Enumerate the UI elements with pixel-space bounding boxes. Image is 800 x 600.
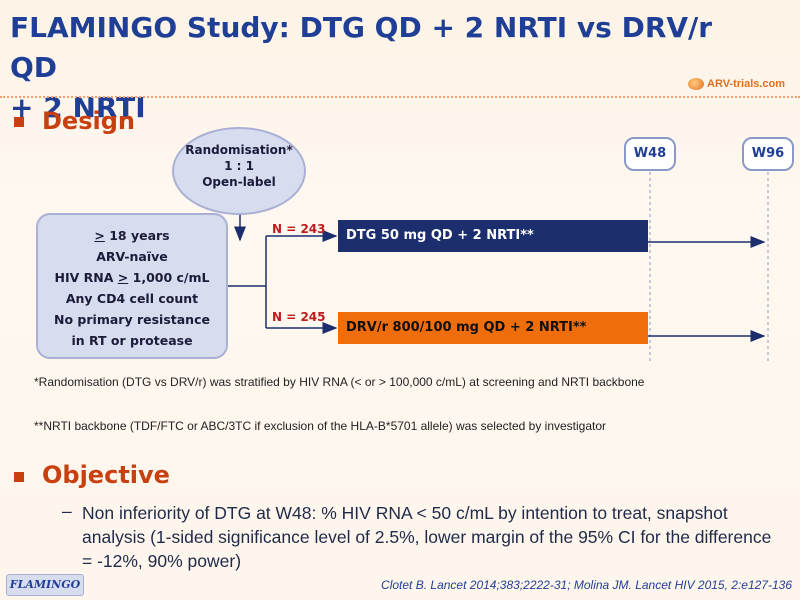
arm1-n-label: N = 243 <box>272 222 326 236</box>
footnote-nrti-backbone: **NRTI backbone (TDF/FTC or ABC/3TC if e… <box>34 419 607 433</box>
inclusion-criteria-box: > 18 years ARV-naïve HIV RNA > 1,000 c/m… <box>36 213 228 359</box>
criteria-age: > 18 years <box>94 228 170 243</box>
objective-heading: Objective <box>42 461 170 489</box>
criteria-arv-naive: ARV-naïve <box>96 249 168 264</box>
footnote-randomisation: *Randomisation (DTG vs DRV/r) was strati… <box>34 375 645 389</box>
arv-trials-logo: ARV-trials.com <box>688 78 798 98</box>
logo-icon <box>688 78 704 91</box>
objective-bullet-icon <box>14 472 24 482</box>
timepoint-w96: W96 <box>742 137 794 171</box>
arm2-n-label: N = 245 <box>272 310 326 324</box>
citation: Clotet B. Lancet 2014;383;2222-31; Molin… <box>381 578 792 592</box>
arm-dtg-bar: DTG 50 mg QD + 2 NRTI** <box>338 220 648 252</box>
title-divider <box>0 96 800 100</box>
criteria-cd4: Any CD4 cell count <box>65 291 199 306</box>
timepoint-w48: W48 <box>624 137 676 171</box>
objective-text: Non inferiority of DTG at W48: % HIV RNA… <box>82 503 772 571</box>
page-title: FLAMINGO Study: DTG QD + 2 NRTI vs DRV/r… <box>10 8 730 128</box>
randomisation-line-3: Open-label <box>202 175 276 189</box>
criteria-resistance: No primary resistance <box>54 312 210 327</box>
randomisation-node: Randomisation* 1 : 1 Open-label <box>172 127 306 215</box>
randomisation-line-2: 1 : 1 <box>224 159 254 173</box>
design-heading: Design <box>42 107 135 135</box>
design-bullet-icon <box>14 117 24 127</box>
criteria-rt-protease: in RT or protease <box>71 333 193 348</box>
arm-drv-bar: DRV/r 800/100 mg QD + 2 NRTI** <box>338 312 648 344</box>
objective-dash: – <box>62 501 72 521</box>
randomisation-line-1: Randomisation* <box>185 143 293 157</box>
criteria-hiv-rna: HIV RNA > 1,000 c/mL <box>54 270 210 285</box>
study-tag: FLAMINGO <box>6 574 84 596</box>
title-line-1: FLAMINGO Study: DTG QD + 2 NRTI vs DRV/r… <box>10 11 713 84</box>
logo-text: ARV-trials.com <box>707 78 786 90</box>
